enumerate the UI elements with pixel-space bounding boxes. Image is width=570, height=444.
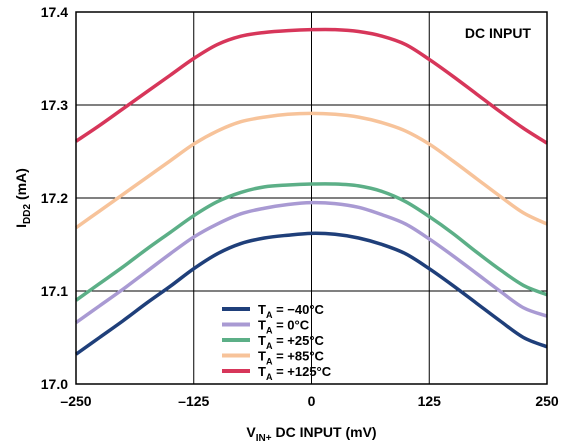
x-tick-label: 0 (308, 393, 316, 409)
x-tick-label: –125 (178, 393, 209, 409)
grid (76, 12, 547, 384)
x-tick-labels: –250 –125 0 125 250 (60, 393, 558, 409)
y-tick-labels: 17.0 17.1 17.2 17.3 17.4 (41, 4, 68, 392)
y-tick-label: 17.3 (41, 97, 68, 113)
x-tick-label: 125 (418, 393, 442, 409)
series-line-3 (74, 111, 548, 230)
x-axis-label: VIN+ DC INPUT (mV) (246, 424, 376, 444)
x-axis-label-sub: IN+ (256, 433, 272, 444)
x-tick-label: 250 (535, 393, 559, 409)
legend-label-2: TA = +25°C (258, 333, 325, 351)
legend-label-0: TA = −40°C (258, 302, 325, 320)
legend-label-1: TA = 0°C (258, 318, 310, 336)
legend-label-3: TA = +85°C (258, 349, 325, 367)
y-tick-label: 17.1 (41, 283, 68, 299)
series-line-2 (74, 182, 548, 302)
plot-frame (75, 11, 548, 385)
series-lines (74, 27, 548, 356)
chart-annotation: DC INPUT (465, 25, 532, 41)
series-line-0 (74, 231, 548, 356)
legend-label-4: TA = +125°C (258, 364, 332, 382)
y-axis-label-sub: DD2 (22, 204, 33, 224)
x-axis-label-rest: DC INPUT (mV) (272, 424, 377, 440)
y-axis-label-rest: (mA) (13, 168, 29, 204)
y-tick-label: 17.0 (41, 376, 68, 392)
series-line-1 (74, 200, 548, 325)
legend: TA = −40°CTA = 0°CTA = +25°CTA = +85°CTA… (222, 302, 332, 382)
x-axis-label-main: V (246, 424, 256, 440)
y-axis-label: IDD2 (mA) (13, 168, 33, 228)
x-tick-label: –250 (60, 393, 91, 409)
series-line-4 (75, 27, 548, 145)
y-axis-label-main: I (13, 224, 29, 228)
y-tick-label: 17.2 (41, 190, 68, 206)
y-tick-label: 17.4 (41, 4, 68, 20)
